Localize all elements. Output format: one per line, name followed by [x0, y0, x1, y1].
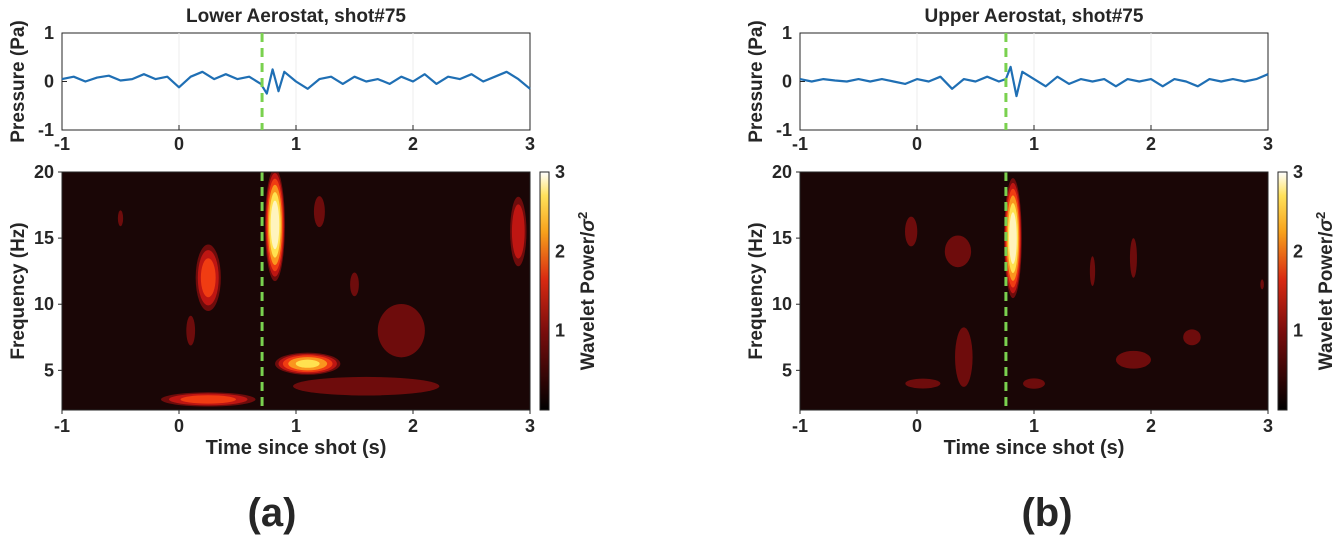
x-tick-label: 3	[1263, 416, 1273, 436]
colorbar-label-symbol: σ	[1316, 218, 1337, 232]
power-contour	[955, 327, 973, 387]
x-tick-label: -1	[792, 416, 808, 436]
y-tick-label: 20	[772, 162, 792, 182]
power-contour	[1023, 378, 1045, 389]
x-tick-label: -1	[792, 134, 808, 154]
colorbar-label-text: Wavelet Power/	[578, 231, 599, 370]
colorbar-tick-label: 3	[1293, 162, 1303, 182]
colorbar-label-symbol: σ	[578, 218, 599, 232]
power-contour	[295, 359, 320, 368]
panel-b: Upper Aerostat, shot#75 -1 0 1 2 310-1Pressu…	[746, 6, 1337, 535]
y-tick-label: 15	[772, 228, 792, 248]
x-axis-label: Time since shot (s)	[944, 437, 1125, 459]
power-contour	[1089, 256, 1096, 287]
power-contour	[350, 272, 359, 297]
colorbar-tick-label: 1	[555, 321, 565, 341]
y-tick-label: 5	[44, 360, 54, 380]
y-tick-label: 10	[34, 294, 54, 314]
power-contour	[1009, 212, 1017, 265]
power-contour	[200, 258, 216, 298]
y-tick-label: 15	[34, 228, 54, 248]
power-contour	[944, 235, 972, 268]
y-axis-label: Pressure (Pa)	[746, 20, 767, 143]
colorbar-label-exponent: 2	[575, 212, 590, 219]
power-contour	[180, 395, 236, 404]
pressure-title-a: Lower Aerostat, shot#75	[186, 6, 406, 27]
spectrogram-plot-b: -1 0 1 2 3 20 15 10 5 Time since shot (s) Frequenc…	[746, 162, 1337, 459]
power-contour	[1260, 279, 1264, 290]
y-tick-label: 1	[44, 23, 54, 43]
y-tick-label: 0	[782, 72, 792, 92]
x-tick-label: 1	[291, 134, 301, 154]
power-contour	[117, 210, 124, 227]
power-contour	[511, 204, 525, 259]
pressure-plot-a: -1 0 1 2 3 1 0 -1 Pressure (Pa)	[8, 20, 535, 154]
pressure-title-b: Upper Aerostat, shot#75	[925, 6, 1144, 27]
colorbar-tick-label: 2	[1293, 241, 1303, 261]
y-axis-label: Frequency (Hz)	[8, 222, 29, 359]
x-tick-label: 0	[912, 416, 922, 436]
x-tick-label: 0	[174, 416, 184, 436]
spectrogram-background	[62, 172, 530, 410]
x-tick-label: 3	[525, 416, 535, 436]
power-contour	[1129, 238, 1137, 278]
x-tick-label: 2	[408, 134, 418, 154]
y-tick-label: 0	[44, 72, 54, 92]
x-tick-label: 0	[912, 134, 922, 154]
x-tick-label: 2	[1146, 416, 1156, 436]
power-contour	[1115, 350, 1151, 369]
pressure-plot-b: -1 0 1 2 3 1 0 -1 Pressure (Pa)	[746, 20, 1273, 154]
colorbar-label-exponent: 2	[1313, 212, 1328, 219]
power-contour	[1183, 329, 1201, 346]
y-tick-label: -1	[776, 120, 792, 140]
x-tick-label: 1	[1029, 416, 1039, 436]
colorbar-tick-label: 3	[555, 162, 565, 182]
spectrogram-plot-a: -1 0 1 2 3 20 15 10 5 Time since shot (s) Frequenc…	[8, 162, 599, 459]
pressure-series-line	[799, 65, 1269, 98]
y-axis-label: Pressure (Pa)	[8, 20, 29, 143]
colorbar-label: Wavelet Power/σ2	[575, 212, 600, 371]
power-contour	[313, 196, 325, 228]
x-tick-label: 2	[1146, 134, 1156, 154]
power-contour	[186, 315, 196, 346]
y-tick-label: 10	[772, 294, 792, 314]
x-axis-label: Time since shot (s)	[206, 437, 387, 459]
y-axis-label: Frequency (Hz)	[746, 222, 767, 359]
panel-label-a: (a)	[248, 491, 297, 535]
panel-label-b: (b)	[1021, 491, 1072, 535]
y-tick-label: 1	[782, 23, 792, 43]
x-tick-label: 2	[408, 416, 418, 436]
x-tick-label: 3	[1263, 134, 1273, 154]
power-contours	[117, 172, 527, 407]
power-contour	[270, 200, 280, 250]
colorbar-label: Wavelet Power/σ2	[1313, 212, 1338, 371]
x-tick-label: 1	[291, 416, 301, 436]
x-tick-label: 1	[1029, 134, 1039, 154]
colorbar-label-text: Wavelet Power/	[1316, 231, 1337, 370]
x-tick-label: 0	[174, 134, 184, 154]
x-tick-label: 3	[525, 134, 535, 154]
colorbar-tick-label: 1	[1293, 321, 1303, 341]
y-tick-label: -1	[38, 120, 54, 140]
power-contours	[905, 178, 1264, 389]
colorbar	[1277, 171, 1288, 411]
x-tick-label: -1	[54, 134, 70, 154]
colorbar-tick-label: 2	[555, 241, 565, 261]
x-tick-label: -1	[54, 416, 70, 436]
colorbar	[539, 171, 550, 411]
y-tick-label: 20	[34, 162, 54, 182]
power-contour	[905, 378, 941, 389]
spectrogram-background	[800, 172, 1268, 410]
power-contour	[293, 376, 440, 396]
power-contour	[377, 304, 425, 358]
y-tick-label: 5	[782, 360, 792, 380]
power-contour	[905, 216, 918, 247]
panel-a: Lower Aerostat, shot#75 -1 0 1 2 310-1Pressu…	[8, 6, 599, 535]
pressure-series-line	[61, 68, 531, 95]
